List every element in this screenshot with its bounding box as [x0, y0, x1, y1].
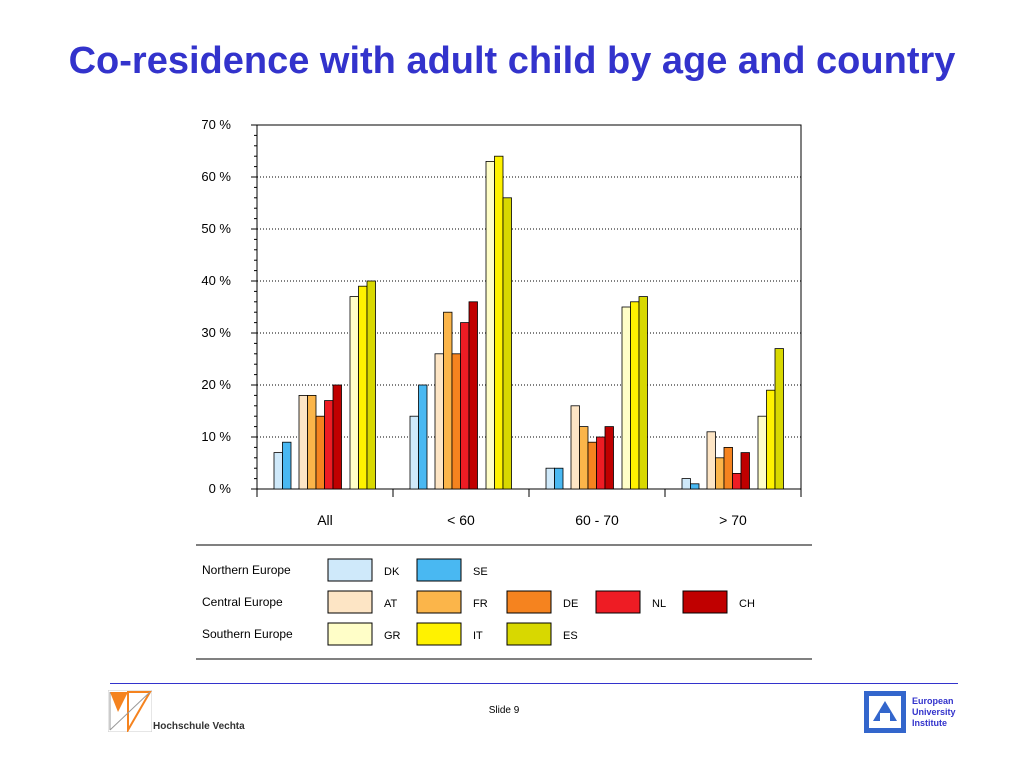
bar-it [766, 389, 776, 490]
bar-de [723, 446, 733, 490]
bar-fr [579, 426, 589, 490]
bar-it [358, 285, 368, 490]
legend-label-se: SE [473, 566, 488, 578]
bar-nl [460, 322, 470, 490]
legend-swatch-fr [416, 590, 462, 614]
bar-gr [621, 306, 631, 490]
bar-gr [757, 415, 767, 490]
legend-label-it: IT [473, 630, 483, 642]
x-tick-label: All [317, 512, 333, 528]
legend-swatch-dk [327, 558, 373, 582]
bar-ch [332, 384, 342, 490]
bar-fr [307, 394, 317, 490]
bar-at [298, 394, 308, 490]
legend-label-es: ES [563, 630, 578, 642]
bar-se [554, 467, 564, 490]
bar-ch [604, 426, 614, 490]
legend-swatch-de [506, 590, 552, 614]
bar-fr [443, 311, 453, 490]
legend-label-de: DE [563, 598, 578, 610]
bar-se [690, 483, 700, 490]
legend-swatch-it [416, 622, 462, 646]
bar-de [451, 353, 461, 490]
eui-label-line-2: University [912, 707, 956, 717]
bar-se [282, 441, 292, 490]
legend-swatch-se [416, 558, 462, 582]
legend-label-gr: GR [384, 630, 401, 642]
bar-nl [324, 400, 334, 490]
y-tick-label: 50 % [201, 221, 231, 236]
legend-swatch-gr [327, 622, 373, 646]
bar-es [638, 296, 648, 490]
bar-at [434, 353, 444, 490]
bar-nl [732, 472, 742, 490]
legend-group-label: Southern Europe [202, 627, 293, 641]
hochschule-vechta-label: Hochschule Vechta [153, 721, 245, 732]
eui-label-line-1: European [912, 696, 954, 706]
y-tick-label: 10 % [201, 429, 231, 444]
y-tick-label: 20 % [201, 377, 231, 392]
slide-title: Co-residence with adult child by age and… [68, 40, 956, 82]
bar-se [418, 384, 428, 490]
bar-es [366, 280, 376, 490]
x-tick-label: 60 - 70 [575, 512, 619, 528]
legend-swatch-nl [595, 590, 641, 614]
legend-label-nl: NL [652, 598, 666, 610]
bar-it [494, 155, 504, 490]
slide-number: Slide 9 [488, 705, 520, 716]
bar-ch [740, 452, 750, 490]
bar-es [774, 348, 784, 490]
y-tick-label: 30 % [201, 325, 231, 340]
legend-swatch-ch [682, 590, 728, 614]
legend-swatch-at [327, 590, 373, 614]
eui-label-line-3: Institute [912, 718, 947, 728]
legend-label-at: AT [384, 598, 398, 610]
bar-dk [409, 415, 419, 490]
bar-de [315, 415, 325, 490]
hochschule-vechta-logo-icon [108, 690, 152, 732]
bar-gr [349, 296, 359, 490]
bar-chart: 0 % 10 % 20 % 30 % 40 % 50 % 60 % 70 % All < 60 60… [196, 117, 812, 660]
legend-group-label: Northern Europe [202, 563, 291, 577]
x-tick-label: < 60 [447, 512, 475, 528]
y-tick-label: 60 % [201, 169, 231, 184]
bar-gr [485, 160, 495, 490]
legend-label-fr: FR [473, 598, 488, 610]
bar-nl [596, 436, 606, 490]
eui-logo-icon [864, 691, 906, 733]
bar-fr [715, 457, 725, 490]
bar-dk [681, 478, 691, 490]
footer-divider [110, 683, 958, 684]
eui-label: European University Institute [912, 696, 956, 729]
bar-at [570, 405, 580, 490]
bar-ch [468, 301, 478, 490]
bar-dk [273, 452, 283, 490]
legend-label-dk: DK [384, 566, 400, 578]
y-tick-label: 40 % [201, 273, 231, 288]
legend-group-label: Central Europe [202, 595, 283, 609]
y-tick-label: 0 % [209, 481, 232, 496]
legend-swatch-es [506, 622, 552, 646]
bar-es [502, 197, 512, 490]
x-tick-label: > 70 [719, 512, 747, 528]
legend-label-ch: CH [739, 598, 755, 610]
bar-de [587, 441, 597, 490]
y-tick-label: 70 % [201, 117, 231, 132]
bar-at [706, 431, 716, 490]
bar-dk [545, 467, 555, 490]
bar-it [630, 301, 640, 490]
